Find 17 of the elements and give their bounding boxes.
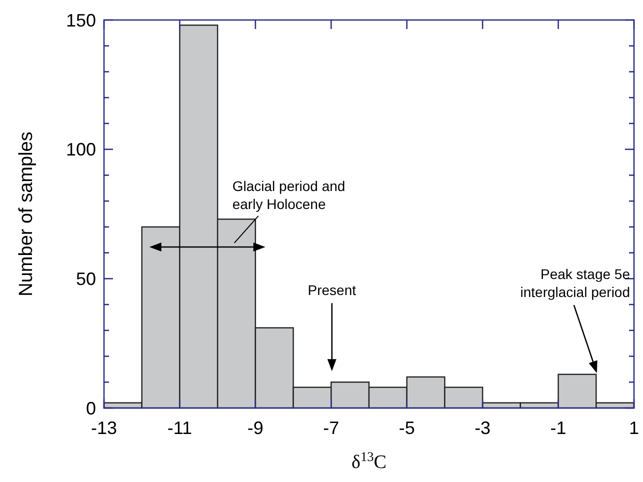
y-tick-label: 100	[66, 140, 96, 160]
x-tick-label: -13	[90, 418, 118, 438]
x-tick-label: -1	[550, 418, 566, 438]
x-axis-title: δ$^{13}$C	[352, 448, 386, 473]
annotation: Glacial period and early Holocene	[232, 178, 346, 212]
annotation: Present	[308, 282, 356, 298]
y-axis-title: Number of samples	[16, 132, 37, 296]
y-tick-label: 0	[86, 398, 96, 418]
x-tick-label: -3	[474, 418, 491, 438]
x-tick-label: 1	[628, 418, 640, 438]
annotation: Peak stage 5e interglacial period	[520, 266, 630, 300]
x-tick-label: -7	[323, 418, 340, 438]
x-tick-label: -5	[398, 418, 415, 438]
x-tick-label: -9	[247, 418, 264, 438]
y-tick-label: 50	[76, 268, 96, 289]
x-tick-label: -11	[167, 418, 192, 438]
y-tick-label: 150	[66, 10, 96, 30]
